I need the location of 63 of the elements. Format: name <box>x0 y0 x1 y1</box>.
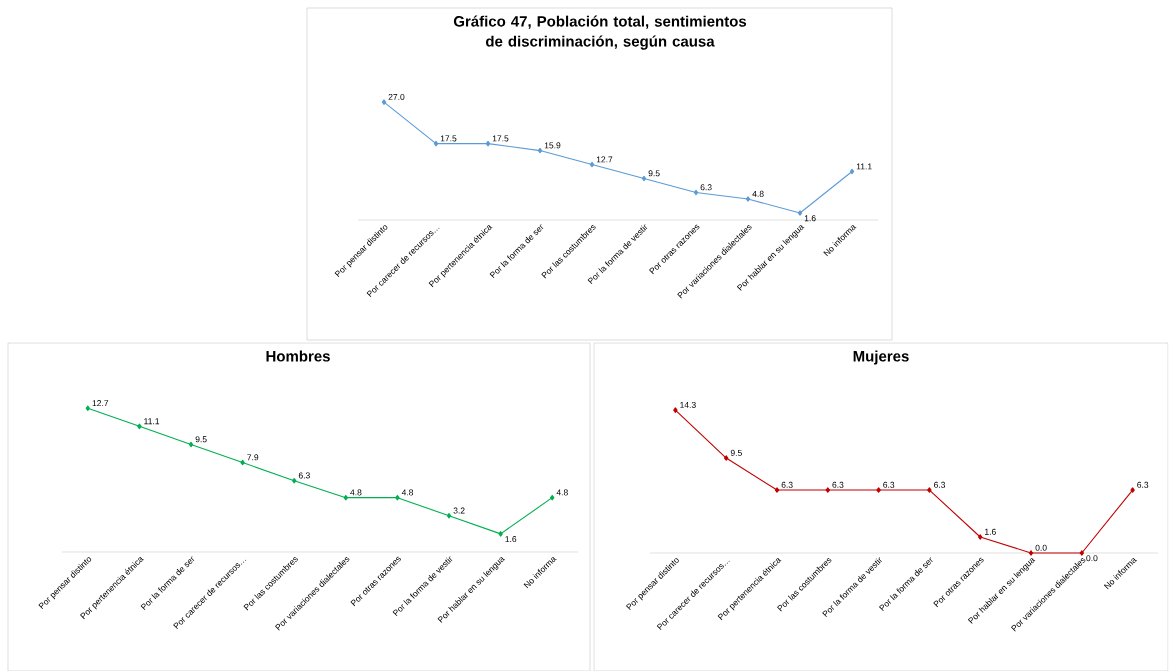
point <box>849 168 855 175</box>
point <box>797 210 803 216</box>
data-label: 3.2 <box>453 507 465 514</box>
point <box>433 140 439 147</box>
point <box>137 423 142 430</box>
data-label: 6.3 <box>832 481 844 488</box>
data-label: 9.5 <box>195 436 207 443</box>
data-label: 0.0 <box>1086 555 1098 562</box>
chart-title: Hombres <box>266 350 330 362</box>
point <box>498 531 503 537</box>
data-label: 9.5 <box>730 449 742 456</box>
data-label: 0.0 <box>1035 544 1047 551</box>
point <box>1028 550 1034 556</box>
data-label: 6.3 <box>298 472 310 479</box>
point <box>381 99 387 105</box>
point <box>673 407 678 413</box>
point <box>693 189 699 196</box>
point <box>825 487 831 493</box>
point <box>85 405 91 411</box>
data-label: 1.6 <box>505 536 517 543</box>
data-label: 11.1 <box>856 163 872 170</box>
data-label: 1.6 <box>985 528 996 535</box>
point <box>343 494 349 501</box>
point <box>641 175 647 182</box>
data-label: 4.8 <box>752 190 764 197</box>
point <box>550 494 555 501</box>
data-label: 15.9 <box>544 142 561 149</box>
data-label: 6.3 <box>781 481 793 488</box>
chart-title: Mujeres <box>853 350 909 365</box>
point <box>589 161 595 168</box>
point <box>1130 487 1135 493</box>
point <box>774 487 780 493</box>
data-label: 7.9 <box>247 454 259 461</box>
point <box>927 487 932 493</box>
point <box>292 477 297 484</box>
data-label: 4.8 <box>401 489 414 496</box>
data-label: 12.7 <box>92 400 109 407</box>
point <box>876 487 881 493</box>
data-label: 12.7 <box>596 156 613 163</box>
data-label: 1.6 <box>804 215 816 222</box>
data-label: 6.3 <box>1137 481 1149 488</box>
chart-title: Gráfico 47, Población total, sentimientos de discriminación, según causa <box>453 15 747 50</box>
data-label: 14.3 <box>680 401 696 408</box>
point <box>724 455 729 461</box>
data-label: 27.0 <box>388 93 405 100</box>
data-label: 6.3 <box>700 184 712 191</box>
point <box>485 140 491 147</box>
data-label: 17.5 <box>492 135 509 142</box>
point <box>188 441 194 448</box>
data-label: 9.5 <box>648 170 660 177</box>
data-label: 11.1 <box>144 418 160 425</box>
data-label: 4.8 <box>556 489 568 496</box>
point <box>978 534 983 540</box>
data-label: 4.8 <box>350 489 362 496</box>
point <box>537 147 543 154</box>
data-label: 6.3 <box>883 481 895 488</box>
data-label: 6.3 <box>934 481 946 488</box>
point <box>395 494 400 501</box>
data-label: 17.5 <box>440 135 457 142</box>
point <box>1079 550 1084 556</box>
point <box>240 459 245 466</box>
point <box>446 513 452 519</box>
point <box>745 196 751 202</box>
